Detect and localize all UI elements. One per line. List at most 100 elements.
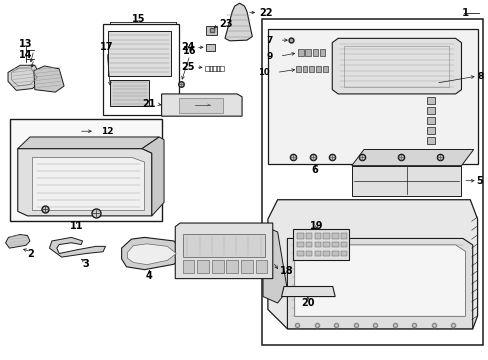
- Bar: [323, 233, 329, 239]
- Polygon shape: [5, 234, 30, 248]
- Text: 14: 14: [19, 50, 33, 60]
- Bar: [261, 19, 483, 345]
- Bar: [323, 66, 327, 72]
- Bar: [331, 233, 338, 239]
- Text: 2: 2: [27, 248, 34, 258]
- Bar: [427, 117, 434, 124]
- Bar: [340, 233, 346, 239]
- Polygon shape: [287, 238, 472, 329]
- Polygon shape: [122, 237, 185, 270]
- Bar: [297, 242, 303, 247]
- Bar: [331, 251, 338, 256]
- Bar: [241, 260, 252, 273]
- Text: 15: 15: [132, 14, 145, 24]
- Text: 7: 7: [266, 36, 272, 45]
- Bar: [226, 260, 238, 273]
- Polygon shape: [161, 94, 242, 116]
- Bar: [427, 127, 434, 134]
- Text: 9: 9: [266, 52, 272, 61]
- Polygon shape: [263, 226, 287, 303]
- Bar: [302, 66, 307, 72]
- Polygon shape: [142, 137, 163, 216]
- Bar: [208, 66, 213, 71]
- Bar: [215, 66, 220, 71]
- Bar: [331, 242, 338, 247]
- Polygon shape: [18, 149, 152, 216]
- Bar: [197, 260, 208, 273]
- Bar: [205, 66, 209, 71]
- Bar: [323, 251, 329, 256]
- Polygon shape: [351, 149, 473, 166]
- Text: 3: 3: [82, 259, 89, 269]
- Bar: [305, 251, 312, 256]
- Polygon shape: [32, 158, 144, 211]
- Text: 17: 17: [100, 42, 114, 52]
- Polygon shape: [8, 65, 42, 90]
- Bar: [427, 107, 434, 114]
- Text: 12: 12: [101, 127, 113, 136]
- Polygon shape: [267, 200, 477, 329]
- Text: 16: 16: [183, 46, 196, 56]
- Bar: [212, 66, 216, 71]
- Polygon shape: [127, 244, 176, 265]
- Bar: [309, 66, 314, 72]
- Polygon shape: [175, 223, 272, 279]
- Text: 23: 23: [219, 19, 232, 29]
- Bar: [255, 260, 267, 273]
- Bar: [293, 229, 348, 260]
- Bar: [297, 233, 303, 239]
- Bar: [298, 49, 303, 56]
- Bar: [305, 49, 310, 56]
- Bar: [314, 233, 321, 239]
- Polygon shape: [34, 66, 64, 92]
- Bar: [219, 66, 223, 71]
- Bar: [182, 260, 194, 273]
- Bar: [211, 260, 223, 273]
- Polygon shape: [294, 245, 465, 316]
- Bar: [340, 242, 346, 247]
- Bar: [10, 119, 161, 221]
- Text: 22: 22: [259, 8, 272, 18]
- Polygon shape: [331, 39, 461, 94]
- Bar: [206, 26, 217, 35]
- Bar: [323, 242, 329, 247]
- Bar: [312, 49, 318, 56]
- Bar: [316, 66, 321, 72]
- Bar: [108, 31, 171, 76]
- Text: 20: 20: [301, 298, 314, 308]
- Bar: [427, 137, 434, 144]
- Text: 5: 5: [476, 176, 483, 186]
- Bar: [351, 166, 461, 196]
- Text: 10: 10: [258, 68, 269, 77]
- Bar: [295, 66, 300, 72]
- Text: 8: 8: [476, 72, 483, 81]
- Text: 24: 24: [181, 42, 194, 52]
- Text: 13: 13: [19, 39, 33, 49]
- Bar: [340, 251, 346, 256]
- Text: 21: 21: [142, 99, 156, 109]
- Bar: [314, 251, 321, 256]
- Text: 19: 19: [309, 221, 323, 231]
- Polygon shape: [281, 287, 334, 297]
- Bar: [103, 24, 178, 116]
- Text: 18: 18: [279, 266, 293, 276]
- Bar: [178, 98, 222, 113]
- Polygon shape: [224, 3, 252, 41]
- Bar: [267, 30, 477, 164]
- Text: 11: 11: [69, 221, 83, 230]
- Polygon shape: [49, 237, 105, 257]
- Bar: [182, 234, 265, 257]
- Bar: [305, 233, 312, 239]
- Bar: [427, 97, 434, 104]
- Bar: [110, 80, 149, 107]
- Text: 6: 6: [311, 165, 318, 175]
- Bar: [297, 251, 303, 256]
- Text: 1: 1: [461, 8, 468, 18]
- Polygon shape: [18, 137, 159, 149]
- Bar: [314, 242, 321, 247]
- Text: 25: 25: [181, 62, 194, 72]
- Text: 4: 4: [146, 271, 152, 281]
- Bar: [206, 44, 215, 51]
- Bar: [320, 49, 325, 56]
- Bar: [305, 242, 312, 247]
